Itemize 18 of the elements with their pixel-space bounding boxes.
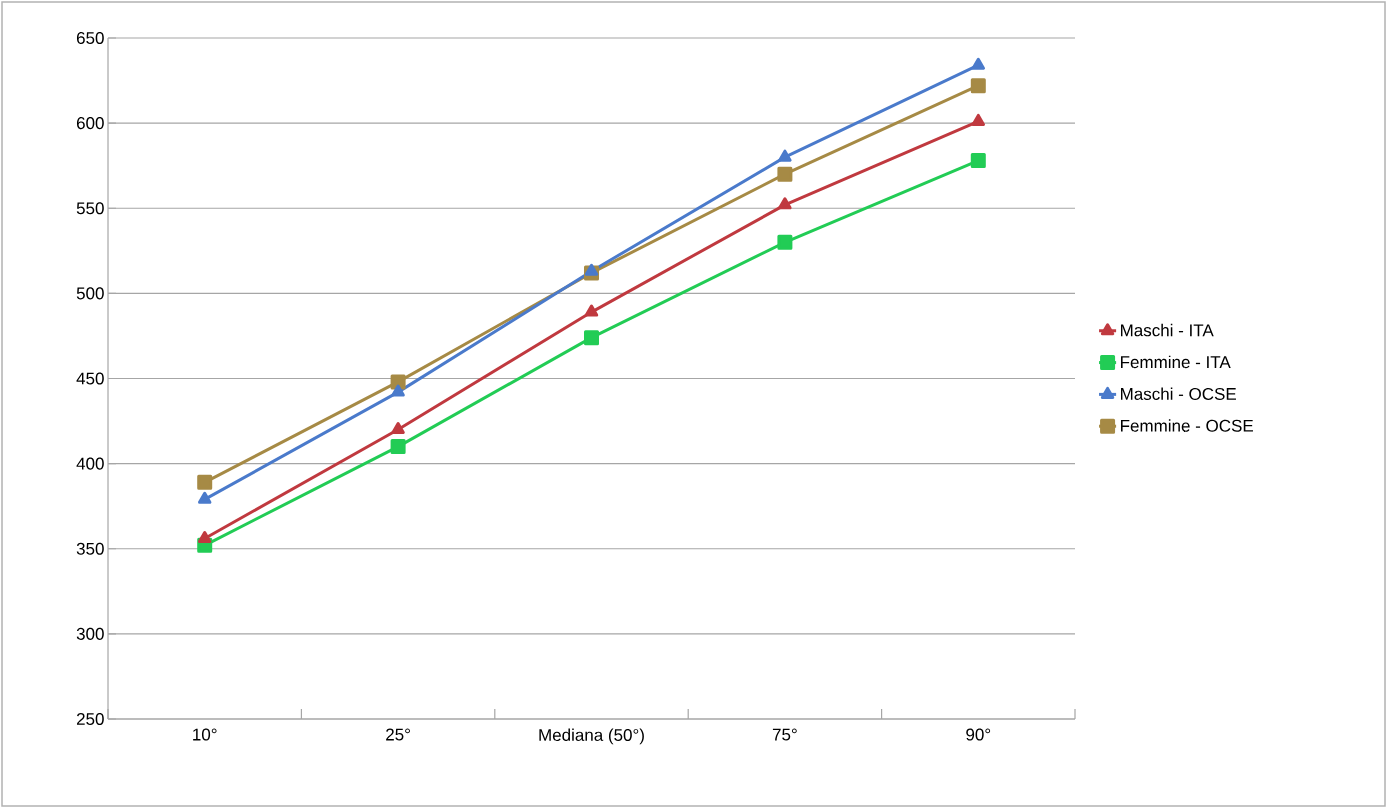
legend-label: Femmine - ITA (1121, 355, 1231, 369)
y-tick-label: 650 (76, 31, 104, 45)
y-tick-label: 250 (76, 712, 104, 726)
y-tick-label: 500 (76, 287, 104, 300)
legend-label: Maschi - ITA (1121, 323, 1214, 337)
x-tick-label: 75° (772, 728, 797, 741)
legend-label: Femmine - OCSE (1121, 419, 1253, 432)
y-tick-label: 400 (76, 457, 104, 470)
y-tick-label: 300 (76, 627, 104, 640)
x-tick-label: Mediana (50°) (539, 728, 644, 745)
legend-label: Maschi - OCSE (1121, 387, 1236, 400)
y-tick-label: 550 (76, 202, 104, 215)
y-tick-label: 600 (76, 117, 104, 130)
y-tick-label: 450 (76, 372, 104, 385)
y-tick-label: 350 (76, 542, 104, 555)
x-tick-label: 25° (386, 728, 410, 741)
x-tick-label: 10° (193, 728, 217, 741)
x-tick-label: 90° (966, 728, 991, 741)
